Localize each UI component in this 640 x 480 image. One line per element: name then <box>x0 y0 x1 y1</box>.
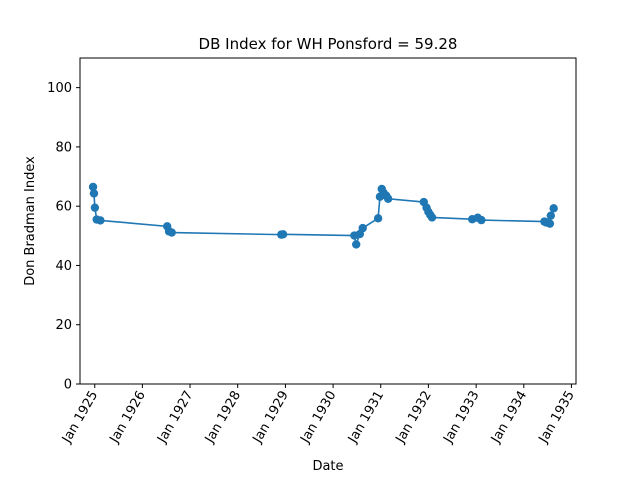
y-axis-label: Don Bradman Index <box>23 156 38 286</box>
data-point <box>278 230 288 239</box>
data-point <box>89 189 99 198</box>
data-point <box>90 203 100 212</box>
y-tick-label: 100 <box>47 81 72 96</box>
data-point <box>383 194 393 203</box>
y-tick-label: 40 <box>55 259 72 274</box>
data-point <box>167 228 176 237</box>
data-point <box>427 213 437 222</box>
y-tick-label: 0 <box>64 378 72 393</box>
y-tick-label: 20 <box>55 318 72 333</box>
data-point <box>88 182 98 192</box>
data-point <box>351 240 361 249</box>
data-point <box>477 215 486 225</box>
y-tick-label: 60 <box>55 200 72 215</box>
axes-frame <box>79 57 577 385</box>
data-point <box>96 216 105 225</box>
data-point <box>358 223 367 233</box>
data-point <box>546 211 556 220</box>
chart-title: DB Index for WH Ponsford = 59.28 <box>199 35 458 53</box>
data-point <box>545 219 555 228</box>
x-axis-label: Date <box>312 459 343 474</box>
data-point <box>373 214 383 223</box>
y-tick-label: 80 <box>55 140 72 155</box>
data-point <box>549 204 558 213</box>
